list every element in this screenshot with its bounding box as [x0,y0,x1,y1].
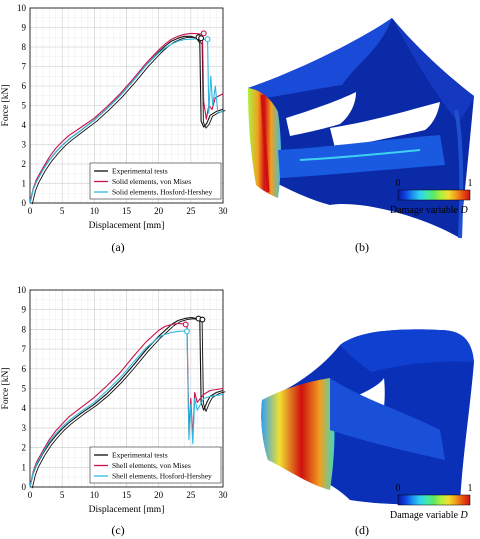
failure-marker [199,316,206,323]
series-line [29,32,224,204]
legend-box [89,162,222,200]
x-tick-label: 25 [186,206,196,216]
x-tick-label: 20 [154,206,164,216]
failure-marker [200,30,207,37]
colorbar-label: Damage variable D [390,510,469,521]
y-tick-label: 7 [22,344,27,354]
legend-entry: Solid elements, Hosford-Hershey [112,188,212,197]
legend-entry: Experimental tests [112,167,168,176]
x-tick-label: 0 [28,490,33,500]
caption-b: (b) [355,240,369,254]
y-tick-label: 5 [22,384,27,394]
x-tick-label: 5 [60,206,65,216]
legend-entry: Solid elements, von Mises [112,177,191,186]
y-axis-label: Force [kN] [1,368,11,410]
failure-marker [204,36,211,43]
caption-d: (d) [355,523,369,537]
x-tick-label: 5 [60,490,65,500]
colorbar-b: 0 1 Damage variable D [390,178,473,216]
colorbar-min-label: 0 [396,178,401,189]
y-tick-label: 1 [22,462,27,472]
y-axis-label: Force [kN] [1,85,11,127]
x-tick-label: 10 [90,206,100,216]
colorbar-d: 0 1 Damage variable D [390,483,473,521]
x-tick-label: 10 [90,490,100,500]
series-line [31,36,226,205]
y-tick-label: 3 [22,140,27,150]
failure-marker [198,35,205,42]
y-tick-label: 9 [22,305,27,315]
y-tick-label: 2 [22,443,27,453]
y-tick-label: 10 [17,285,27,295]
series-line [31,318,226,489]
y-tick-label: 6 [22,364,27,374]
y-tick-label: 8 [22,42,27,52]
colorbar-max-label: 1 [468,483,473,494]
chart-c: 0 5 10 15 20 25 30 0 1 2 3 4 5 6 7 8 9 10 Displacement [mm… [1,285,228,515]
series-line [29,38,224,204]
plot-frame [29,7,224,204]
y-tick-label: 9 [22,23,27,33]
x-axis-label: Displacement [mm] [89,505,165,515]
y-tick-label: 2 [22,159,27,169]
legend-entry: Experimental tests [112,451,168,460]
x-tick-label: 15 [122,206,132,216]
y-tick-label: 8 [22,324,27,334]
x-tick-label: 0 [28,206,33,216]
x-tick-label: 25 [186,490,196,500]
chart-a: 0 5 10 15 20 25 30 0 1 2 3 4 5 6 7 8 9 10 Displacement [mm… [1,3,228,231]
y-tick-label: 4 [22,403,27,413]
series-line [29,330,224,488]
caption-c: (c) [111,523,124,537]
failure-marker [184,328,190,335]
x-tick-label: 15 [122,490,132,500]
y-tick-label: 3 [22,423,27,433]
colorbar-min-label: 0 [396,483,401,494]
legend-entry: Shell elements, Hosford-Hershey [112,472,212,481]
damage-render-solid [248,18,474,239]
caption-a: (a) [111,240,124,254]
y-tick-label: 0 [22,198,27,208]
x-tick-label: 20 [154,490,164,500]
colorbar-max-label: 1 [468,178,473,189]
x-tick-label: 30 [219,490,229,500]
colorbar-label: Damage variable D [390,205,469,216]
legend-entry: Shell elements, von Mises [112,461,191,470]
y-tick-label: 5 [22,101,27,111]
failure-marker [182,321,189,328]
y-tick-label: 7 [22,62,27,72]
x-axis-label: Displacement [mm] [89,221,165,231]
y-tick-label: 4 [22,120,27,130]
y-tick-label: 1 [22,179,27,189]
y-tick-label: 10 [17,3,27,13]
x-tick-label: 30 [219,206,229,216]
y-tick-label: 6 [22,81,27,91]
damage-render-shell [261,329,474,505]
y-tick-label: 0 [22,482,27,492]
legend-box [89,446,222,484]
